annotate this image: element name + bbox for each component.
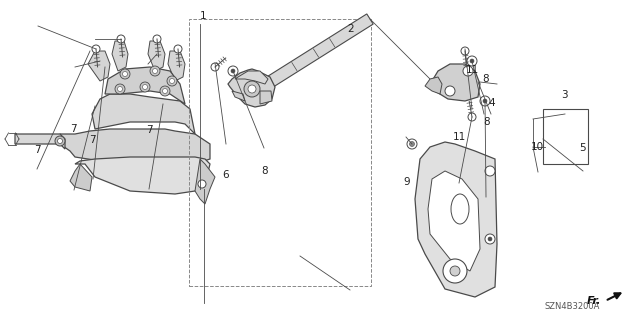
Circle shape [92,45,100,53]
Circle shape [167,76,177,86]
Circle shape [450,266,460,276]
Circle shape [170,78,175,84]
Text: SZN4B3200A: SZN4B3200A [545,302,600,311]
Text: 6: 6 [223,170,229,180]
Circle shape [445,86,455,96]
Polygon shape [232,91,245,101]
Text: 11: 11 [453,131,466,142]
Circle shape [55,136,65,146]
Circle shape [118,86,122,92]
Polygon shape [259,14,373,92]
Polygon shape [260,91,272,104]
Circle shape [152,69,157,73]
Polygon shape [92,94,195,134]
Polygon shape [75,157,210,194]
Polygon shape [432,64,480,101]
Text: 4: 4 [488,98,495,108]
Polygon shape [88,51,110,81]
Polygon shape [148,41,165,71]
Text: 11: 11 [466,65,479,75]
Circle shape [483,99,487,103]
Circle shape [461,47,469,55]
Text: 8: 8 [483,117,490,127]
Circle shape [143,85,147,90]
Circle shape [480,96,490,106]
Circle shape [244,81,260,97]
Polygon shape [15,134,65,149]
Polygon shape [428,171,480,271]
Polygon shape [415,142,497,297]
Text: 3: 3 [561,90,568,100]
Text: 2: 2 [348,24,354,34]
Bar [189,19,371,286]
Polygon shape [168,51,185,81]
Text: 9: 9 [403,177,410,188]
Polygon shape [60,129,210,164]
Circle shape [468,113,476,121]
Text: 7: 7 [90,135,96,145]
Circle shape [150,66,160,76]
Polygon shape [195,159,215,204]
Circle shape [153,35,161,43]
Circle shape [117,35,125,43]
Circle shape [463,66,473,76]
Circle shape [120,69,130,79]
Polygon shape [105,67,185,104]
Polygon shape [228,69,275,107]
Circle shape [58,138,63,144]
Circle shape [407,139,417,149]
Circle shape [198,180,206,188]
Circle shape [467,56,477,66]
Text: 7: 7 [70,124,77,134]
Circle shape [248,85,256,93]
Polygon shape [235,71,268,84]
Circle shape [163,88,168,93]
Polygon shape [70,164,92,191]
Text: 5: 5 [579,143,586,153]
Circle shape [122,71,127,77]
Circle shape [231,69,235,73]
Circle shape [211,63,219,71]
Circle shape [485,166,495,176]
Circle shape [228,66,238,76]
Text: 8: 8 [261,166,268,176]
Circle shape [160,86,170,96]
Circle shape [443,259,467,283]
Text: 10: 10 [531,142,544,152]
Polygon shape [425,77,442,94]
Circle shape [470,59,474,63]
Circle shape [174,45,182,53]
Bar [543,109,588,164]
Circle shape [410,142,415,146]
Circle shape [488,237,492,241]
Ellipse shape [451,194,469,224]
Circle shape [485,234,495,244]
Text: 8: 8 [482,74,488,84]
Text: Fr.: Fr. [586,296,601,306]
Text: 7: 7 [146,125,152,135]
Circle shape [140,82,150,92]
Polygon shape [112,41,128,71]
Text: 1: 1 [200,11,207,21]
Text: 7: 7 [34,145,40,155]
Circle shape [115,84,125,94]
